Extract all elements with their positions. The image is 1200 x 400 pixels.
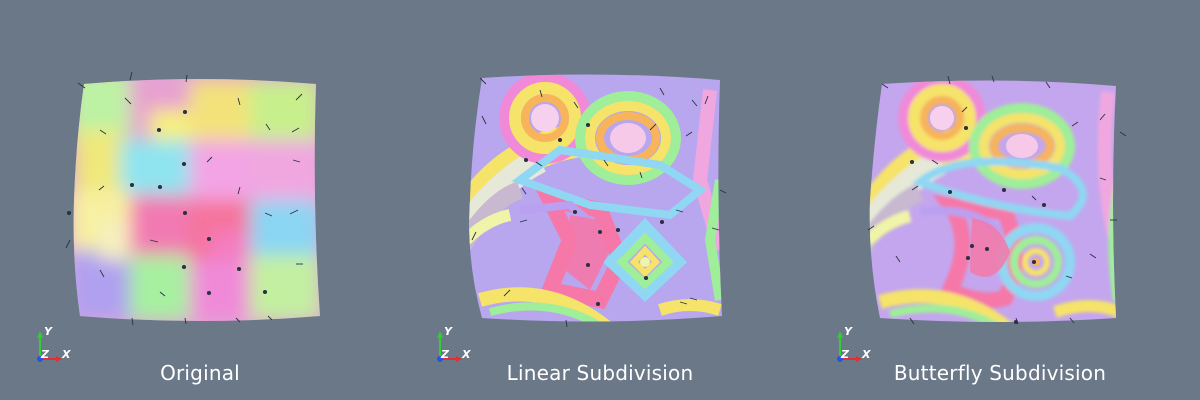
- y-axis-label: Y: [44, 325, 53, 338]
- mesh-butterfly-subdivision: [867, 75, 1127, 325]
- viewport-original[interactable]: Y Z X Original: [0, 0, 400, 400]
- orientation-axes-widget: Y Z X: [437, 325, 471, 362]
- x-axis-label: X: [61, 348, 71, 361]
- mesh-original: [65, 71, 320, 326]
- normal-glyphs: [65, 71, 303, 326]
- viewport-title: Original: [160, 361, 240, 385]
- mesh-linear-subdivision: [469, 74, 727, 328]
- z-axis-label: Z: [40, 348, 50, 361]
- orientation-axes-widget: Y Z X: [37, 325, 71, 362]
- y-axis-label: Y: [444, 325, 453, 338]
- normal-glyphs: [471, 77, 727, 328]
- viewport-title: Linear Subdivision: [506, 361, 694, 385]
- x-axis-label: X: [461, 348, 471, 361]
- x-axis-label: X: [861, 348, 871, 361]
- y-axis-label: Y: [844, 325, 853, 338]
- normal-glyphs: [867, 75, 1127, 325]
- z-axis-label: Z: [840, 348, 850, 361]
- z-axis-label: Z: [440, 348, 450, 361]
- viewport-butterfly-subdivision[interactable]: Y Z X Butterfly Subdivision: [800, 0, 1200, 400]
- viewport-linear-subdivision[interactable]: Y Z X Linear Subdivision: [400, 0, 800, 400]
- viewport-title: Butterfly Subdivision: [893, 361, 1107, 385]
- orientation-axes-widget: Y Z X: [837, 325, 871, 362]
